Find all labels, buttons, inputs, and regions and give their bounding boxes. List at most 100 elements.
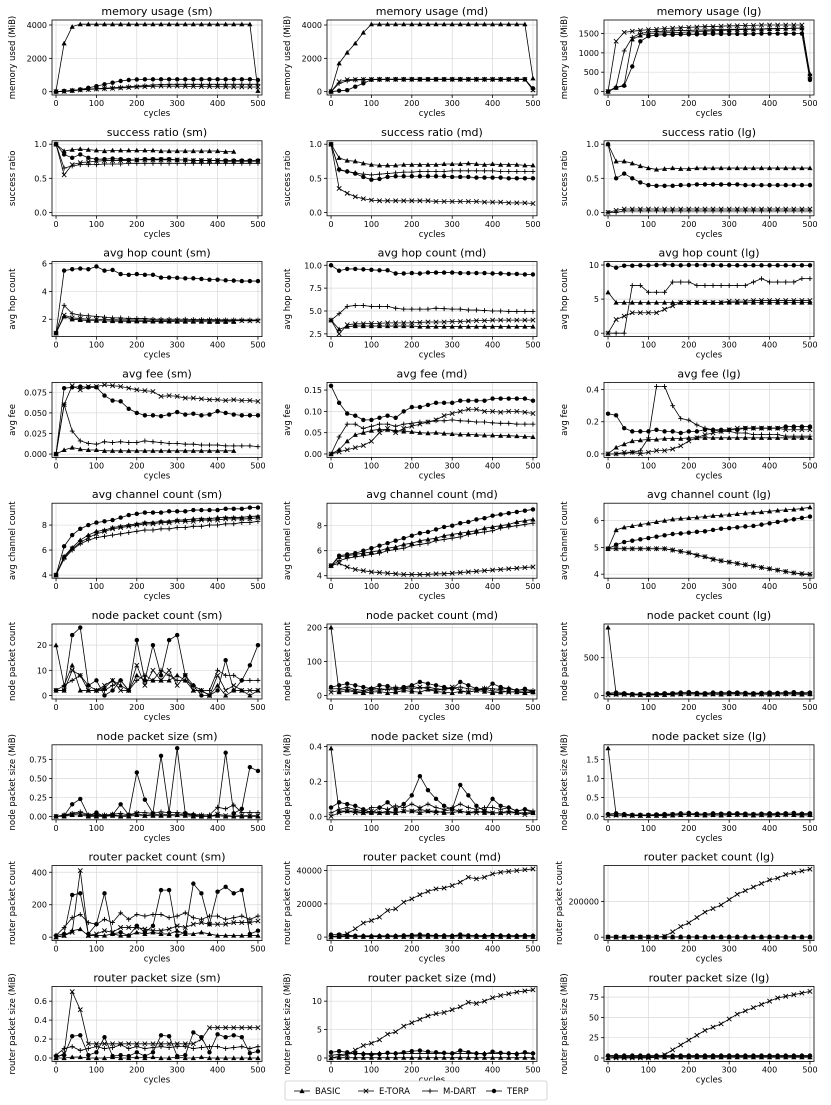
data-point <box>77 312 83 318</box>
data-point <box>783 22 789 28</box>
y-tick-label: 2000 <box>27 54 47 63</box>
y-axis-label: avg channel count <box>283 501 293 580</box>
series-terp <box>53 1030 261 1059</box>
data-point <box>710 262 716 268</box>
data-point <box>384 810 391 815</box>
data-point <box>174 77 180 82</box>
data-point <box>255 413 261 418</box>
data-point <box>126 440 132 445</box>
chart-title: memory usage (lg) <box>657 5 762 18</box>
data-point <box>166 77 172 82</box>
y-tick-label: 4 <box>594 570 599 579</box>
x-tick-label: 400 <box>210 341 225 350</box>
data-point <box>522 272 528 277</box>
data-point <box>239 77 245 82</box>
x-tick-label: 500 <box>525 220 540 229</box>
data-point <box>449 270 455 275</box>
data-point <box>718 208 724 214</box>
data-point <box>239 81 245 87</box>
data-point <box>101 685 108 691</box>
data-point <box>409 306 415 312</box>
data-point <box>207 922 212 927</box>
data-point <box>361 548 366 553</box>
data-point <box>182 677 188 683</box>
data-point <box>69 88 75 93</box>
data-point <box>150 448 156 453</box>
series-terp <box>605 1053 813 1058</box>
y-tick-label: 400 <box>32 868 47 877</box>
data-point <box>150 521 156 527</box>
data-point <box>514 509 520 515</box>
data-point <box>223 1055 229 1061</box>
data-point <box>710 182 716 187</box>
data-point <box>775 165 781 171</box>
data-point <box>458 398 463 403</box>
data-point <box>247 687 253 693</box>
data-point <box>215 442 220 448</box>
data-point <box>530 1055 536 1060</box>
data-point <box>239 1055 245 1061</box>
data-point <box>506 396 511 401</box>
data-point <box>69 667 75 673</box>
x-tick-label: 300 <box>170 99 185 108</box>
data-point <box>150 77 156 82</box>
axes-frame <box>51 502 263 579</box>
data-point <box>85 447 91 453</box>
data-point <box>621 1053 627 1058</box>
series-e-tora <box>53 312 261 336</box>
y-axis-label: node packet size (MiB) <box>8 734 18 830</box>
data-point <box>498 77 503 82</box>
data-point <box>336 167 342 172</box>
data-point <box>174 409 180 415</box>
data-point <box>61 931 67 937</box>
data-point <box>662 533 667 538</box>
data-point <box>514 271 520 277</box>
data-point <box>336 932 342 937</box>
data-point <box>490 408 496 414</box>
data-point <box>417 430 423 435</box>
data-point <box>150 811 156 816</box>
data-point <box>166 21 172 27</box>
y-tick-label: 6 <box>42 546 47 555</box>
data-point <box>369 810 374 816</box>
axes-frame <box>603 744 815 821</box>
data-point <box>718 1053 724 1058</box>
data-point <box>807 1053 813 1058</box>
data-point <box>206 148 213 154</box>
data-point <box>425 319 431 325</box>
data-point <box>94 83 99 89</box>
data-point <box>758 299 765 305</box>
data-point <box>605 745 611 751</box>
data-point <box>433 538 439 544</box>
data-point <box>473 21 480 27</box>
data-point <box>718 558 724 564</box>
x-tick-label: 500 <box>525 461 540 470</box>
x-axis-label: cycles <box>696 713 723 723</box>
data-point <box>465 805 471 810</box>
series-basic <box>605 504 813 551</box>
series-line <box>330 808 534 817</box>
data-point <box>215 889 220 894</box>
series-m-dart <box>605 25 813 94</box>
data-point <box>750 884 756 890</box>
data-point <box>646 812 651 818</box>
legend-entry-terp: TERP <box>486 1087 529 1097</box>
data-point <box>638 429 643 434</box>
data-point <box>474 307 479 313</box>
data-point <box>449 531 455 537</box>
data-point <box>449 1055 455 1060</box>
data-point <box>726 1053 732 1058</box>
data-point <box>142 510 148 515</box>
x-axis-label: cycles <box>144 471 171 481</box>
data-point <box>134 770 140 775</box>
data-point <box>799 990 805 996</box>
data-point <box>646 289 651 295</box>
data-point <box>199 693 204 698</box>
data-point <box>474 1051 479 1056</box>
x-tick-label: 200 <box>404 99 419 108</box>
data-point <box>206 931 213 937</box>
data-point <box>384 690 391 695</box>
series-basic <box>605 624 813 697</box>
data-point <box>102 85 107 91</box>
x-tick-label: 200 <box>681 824 696 833</box>
